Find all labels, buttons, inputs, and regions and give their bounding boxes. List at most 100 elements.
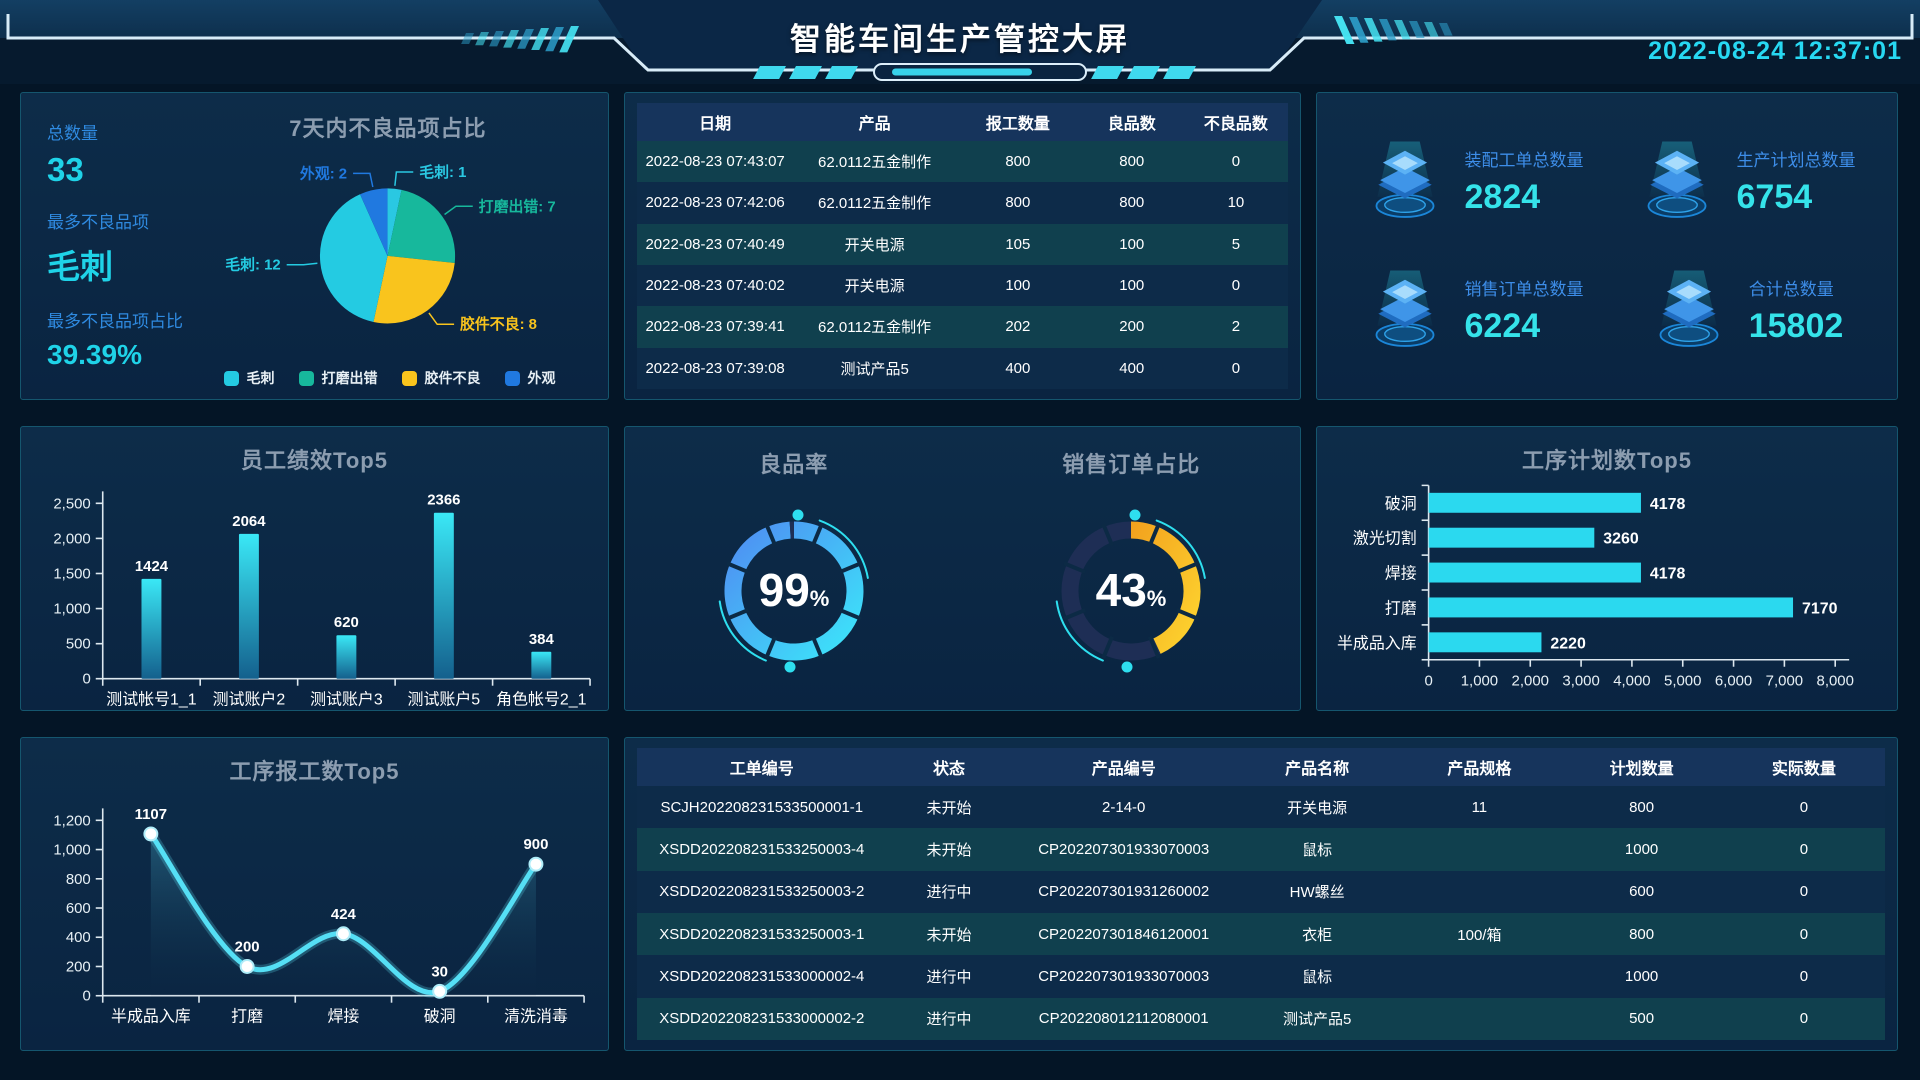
table-cell: XSDD202208231533000002-2: [659, 1010, 865, 1028]
column-header: 日期: [637, 103, 794, 141]
table-cell: 进行中: [926, 884, 972, 902]
table-cell: 400: [1005, 359, 1031, 377]
svg-text:破洞: 破洞: [424, 1008, 456, 1026]
svg-text:清洗消毒: 清洗消毒: [504, 1008, 568, 1026]
stat-card-label: 装配工单总数量: [1464, 151, 1584, 170]
table-cell: 0: [1231, 153, 1241, 171]
column-header: 状态: [886, 748, 1012, 786]
table-cell: 10: [1227, 194, 1245, 212]
process-plan-chart: 0 1,000 2,000 3,000 4,000 5,000 6,000 7,000 8,00…: [1337, 484, 1854, 690]
panel-title: 工序计划数Top5: [1522, 448, 1692, 473]
table-cell: 0: [1799, 1010, 1809, 1028]
panel-title: 工序报工数Top5: [229, 759, 400, 784]
svg-text:角色帐号2_1: 角色帐号2_1: [496, 691, 586, 709]
svg-text:测试账户3: 测试账户3: [310, 691, 383, 709]
svg-text:测试账户5: 测试账户5: [408, 691, 481, 709]
column-header: 计划数量: [1560, 748, 1723, 786]
table-cell: 0: [1799, 798, 1809, 816]
stat-label: 最多不良品项: [47, 213, 149, 232]
svg-text:焊接: 焊接: [1385, 565, 1417, 583]
legend-label: 毛刺: [246, 370, 275, 386]
production-report-table: 日期 产品 报工数量 良品数 不良品数 2022-08-23 07:43:07 62.011…: [637, 103, 1288, 389]
stat-card: 合计总数量 15802: [1607, 246, 1879, 375]
svg-text:0: 0: [1424, 673, 1432, 690]
column-header: 实际数量: [1722, 748, 1885, 786]
datetime-display: 2022-08-24 12:37:01: [1648, 37, 1902, 65]
legend-item: 胶件不良: [401, 368, 481, 388]
table-cell: 1000: [1624, 840, 1659, 858]
employee-performance-chart: 0 500 1,000 1,500 2,000 2,500 1424 测试帐号1_1 2064 测…: [53, 491, 591, 709]
table-cell: 800: [1005, 153, 1031, 171]
svg-text:6,000: 6,000: [1715, 673, 1752, 690]
gauge-title: 销售订单占比: [1062, 452, 1201, 477]
table-cell: 62.0112五金制作: [818, 154, 932, 172]
column-header: 不良品数: [1183, 103, 1288, 141]
table-cell: 100: [1005, 277, 1031, 295]
header-decoration: [0, 0, 1920, 84]
gauge-title: 良品率: [759, 452, 829, 477]
table-row: XSDD202208231533250003-4 未开始 CP20220730193…: [637, 828, 1885, 871]
sales-order-ratio-gauge: 销售订单占比 43%: [963, 427, 1301, 710]
svg-text:0: 0: [82, 671, 90, 688]
table-cell: 未开始: [926, 799, 972, 817]
svg-text:胶件不良: 8: 胶件不良: 8: [460, 315, 537, 333]
layers-icon: [1647, 141, 1706, 218]
svg-text:2,000: 2,000: [53, 530, 90, 547]
table-cell: 2022-08-23 07:40:49: [645, 235, 785, 253]
table-cell: 2022-08-23 07:43:07: [645, 153, 785, 171]
layers-icon: [1375, 141, 1434, 218]
svg-text:打磨: 打磨: [231, 1008, 263, 1026]
table-cell: 600: [1629, 883, 1655, 901]
table-cell: XSDD202208231533250003-2: [659, 883, 865, 901]
svg-text:2,500: 2,500: [53, 495, 90, 512]
table-cell: 未开始: [926, 841, 972, 859]
table-row: 2022-08-23 07:39:08 测试产品5 400 400 0: [637, 347, 1288, 389]
table-cell: 0: [1799, 883, 1809, 901]
svg-text:焊接: 焊接: [327, 1008, 359, 1026]
employee-performance-panel: 员工绩效Top5 0 500 1,000 1,500 2,000 2,500 1424 测试帐…: [20, 426, 609, 711]
svg-text:2366: 2366: [427, 492, 460, 509]
svg-text:43%: 43%: [1096, 564, 1167, 616]
header: 智能车间生产管控大屏 2022-08-24 12:37:01: [0, 0, 1920, 84]
work-order-panel: 工单编号 状态 产品编号 产品名称 产品规格 计划数量 实际数量 SCJH2022082315…: [624, 737, 1898, 1051]
table-row: SCJH202208231533500001-1 未开始 2-14-0 开关电源 11 8…: [637, 786, 1885, 829]
table-cell: 2022-08-23 07:42:06: [645, 194, 785, 212]
legend-swatch: [298, 370, 314, 386]
svg-text:7,000: 7,000: [1766, 673, 1803, 690]
legend-swatch: [223, 370, 239, 386]
svg-text:8,000: 8,000: [1817, 673, 1854, 690]
svg-text:毛刺: 12: 毛刺: 12: [225, 256, 280, 274]
svg-text:3260: 3260: [1603, 531, 1639, 548]
defect-ratio-panel: 7天内不良品项占比 毛刺: 1 打磨出错: 7 胶件不良: 8 毛刺: 12 外观: 2…: [20, 92, 609, 400]
sales-order-ratio-gauge-chart: 43%: [1055, 509, 1207, 673]
stat-card-value: 15802: [1748, 307, 1844, 345]
svg-text:打磨: 打磨: [1385, 599, 1417, 617]
panel-title: 7天内不良品项占比: [289, 116, 487, 141]
table-cell: 62.0112五金制作: [818, 195, 932, 213]
table-cell: 202: [1005, 318, 1031, 336]
table-cell: CP202207301931260002: [1038, 883, 1210, 901]
order-stats-panel: 装配工单总数量 2824 生产计划总数量 6754: [1316, 92, 1898, 400]
stat-card-value: 2824: [1464, 178, 1541, 216]
table-row: XSDD202208231533000002-2 进行中 CP20220801211…: [637, 997, 1885, 1040]
svg-text:1,200: 1,200: [53, 812, 90, 829]
defect-pie-chart: 毛刺: 1 打磨出错: 7 胶件不良: 8 毛刺: 12 外观: 2: [225, 163, 555, 333]
work-order-table: 工单编号 状态 产品编号 产品名称 产品规格 计划数量 实际数量 SCJH2022082315…: [637, 748, 1885, 1040]
table-cell: 0: [1799, 840, 1809, 858]
process-report-chart: 0 200 400 600 800 1,000 1,200 1107 半成品入库 200 打磨 424…: [53, 806, 585, 1026]
table-cell: 800: [1119, 153, 1145, 171]
column-header: 产品名称: [1236, 748, 1399, 786]
table-cell: CP202207301933070003: [1038, 967, 1210, 985]
panel-title: 员工绩效Top5: [241, 448, 388, 473]
svg-text:2,000: 2,000: [1512, 673, 1549, 690]
table-cell: SCJH202208231533500001-1: [660, 798, 864, 816]
svg-text:1424: 1424: [135, 558, 169, 575]
stat-card: 装配工单总数量 2824: [1335, 117, 1607, 246]
column-header: 良品数: [1079, 103, 1184, 141]
table-cell: 2022-08-23 07:39:41: [645, 318, 785, 336]
table-cell: XSDD202208231533000002-4: [659, 967, 865, 985]
page-title: 智能车间生产管控大屏: [790, 22, 1130, 57]
table-cell: 进行中: [926, 1011, 972, 1029]
legend-label: 胶件不良: [424, 370, 481, 386]
svg-text:外观: 2: 外观: 2: [299, 164, 347, 182]
